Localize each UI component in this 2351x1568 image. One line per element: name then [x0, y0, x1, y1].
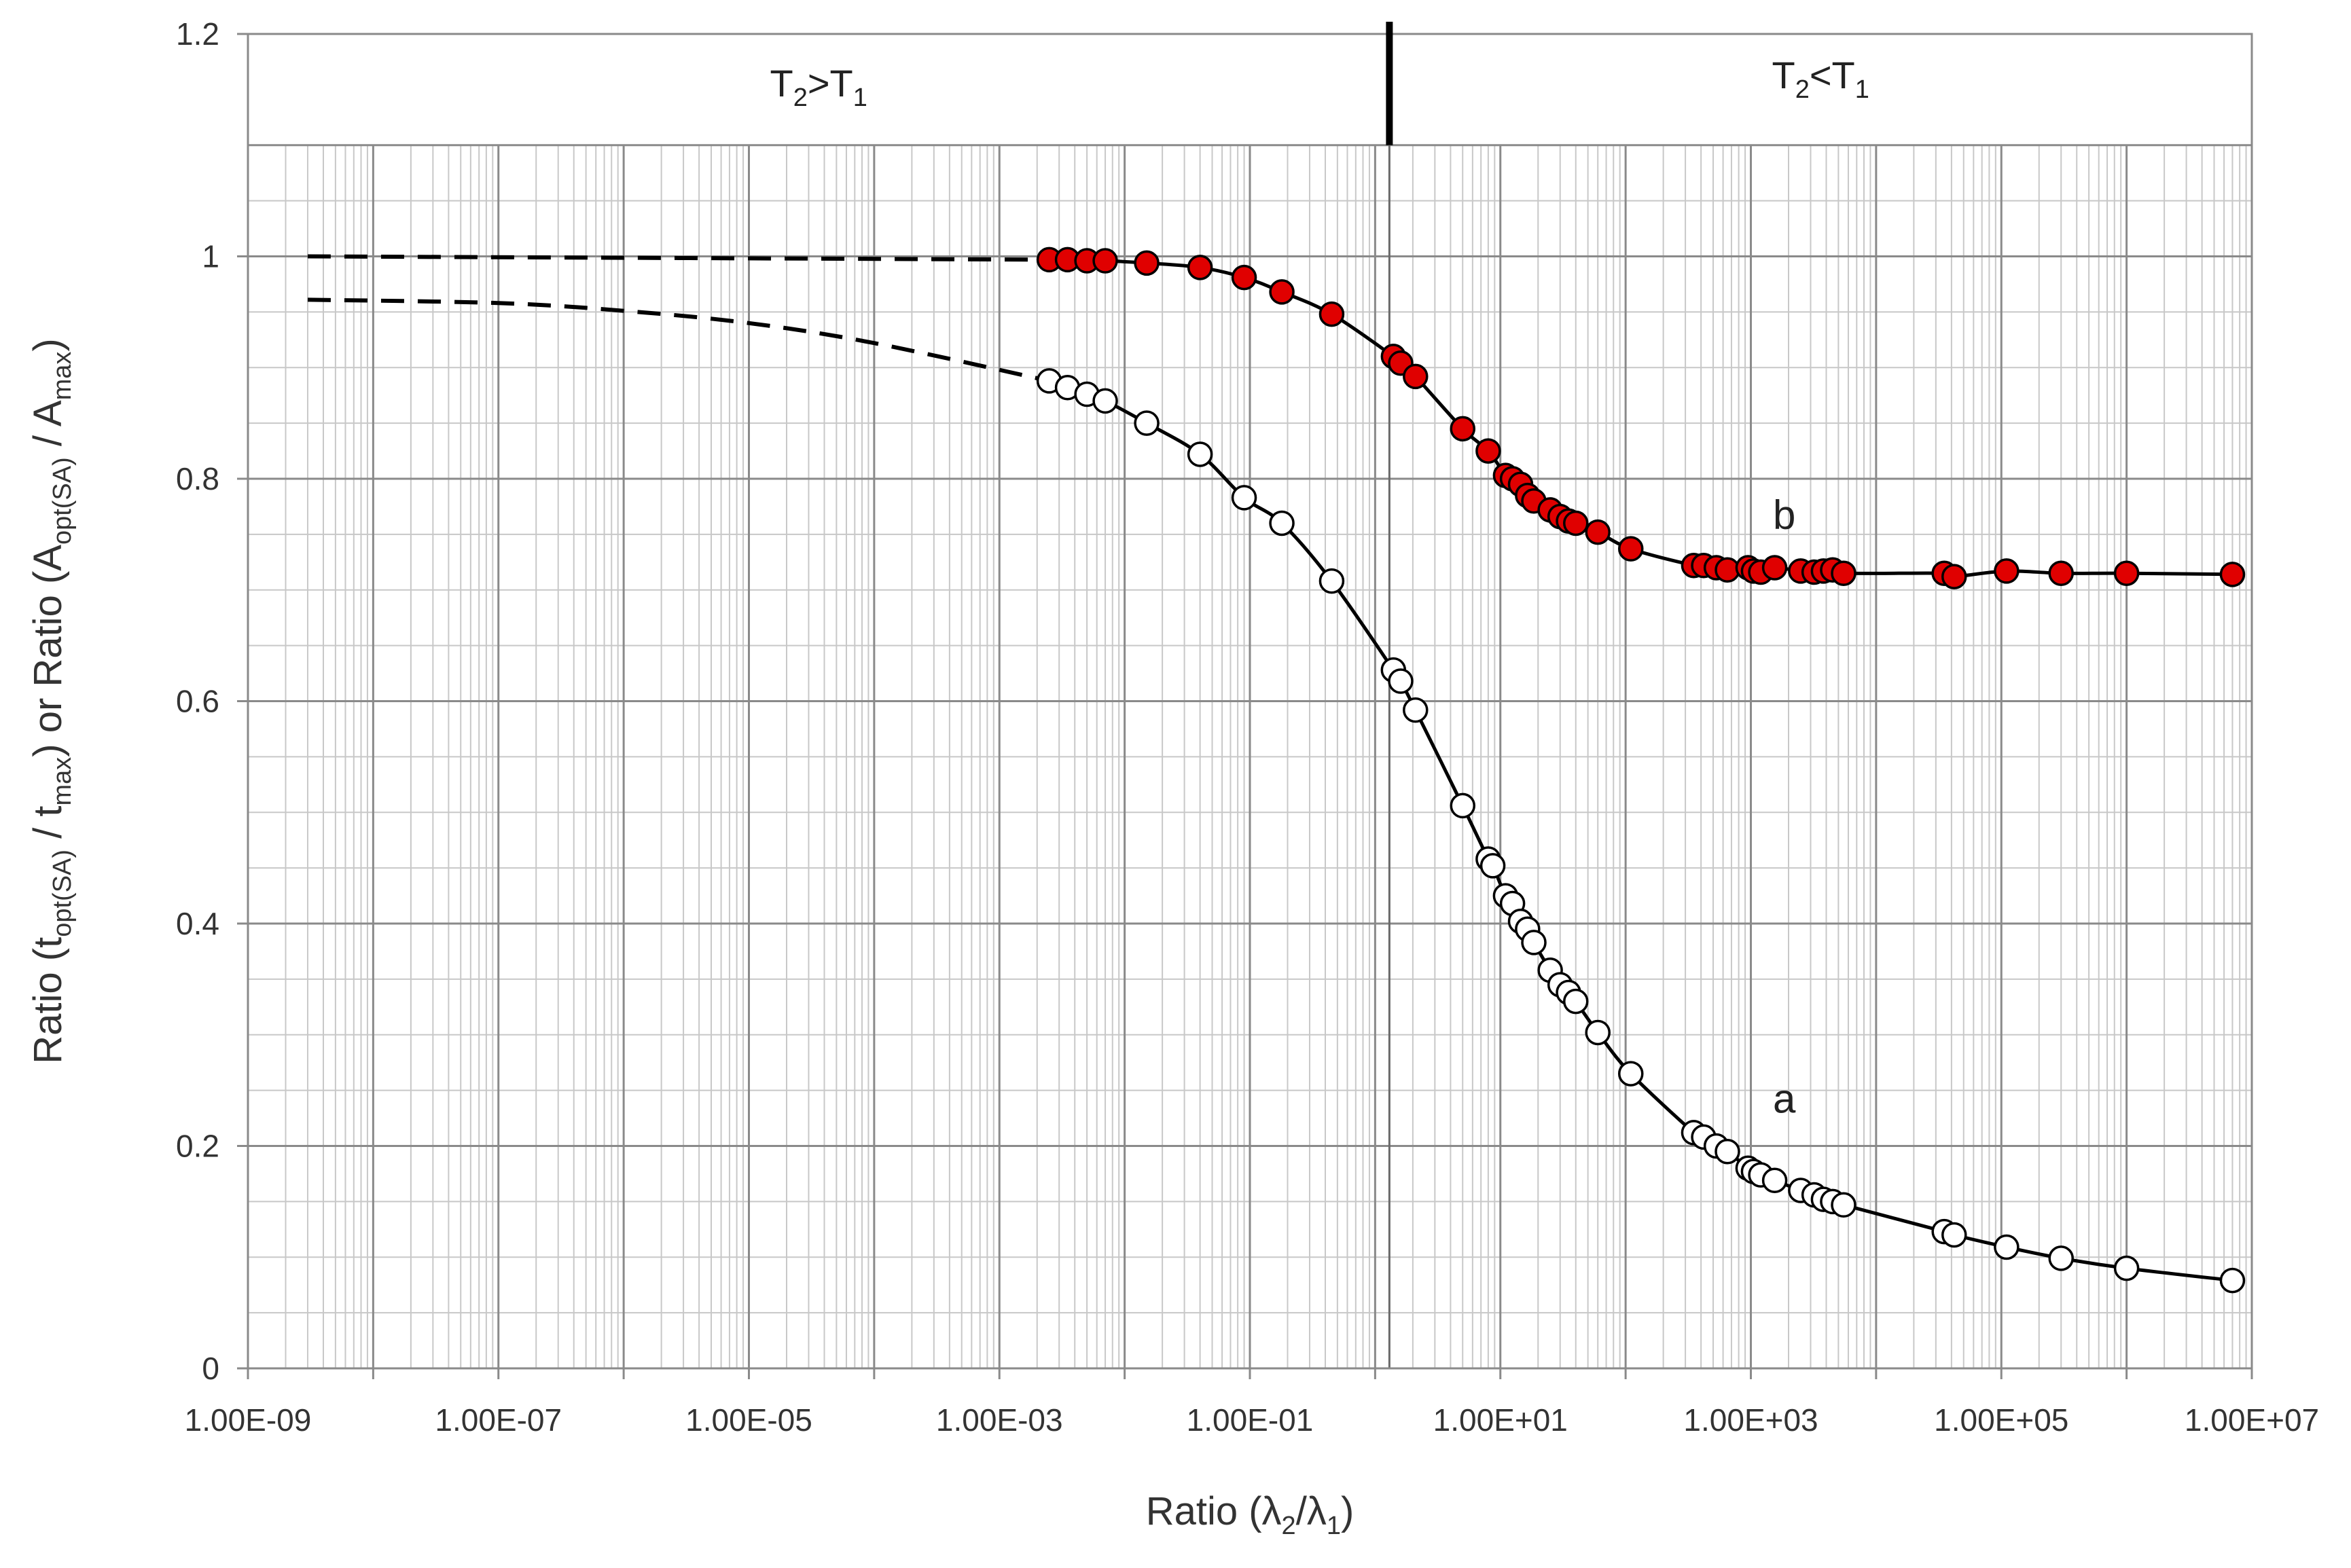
series-a-point — [1618, 1061, 1644, 1087]
series-a-point — [1269, 510, 1295, 536]
series-a-point — [1563, 988, 1589, 1015]
x-tick-label: 1.00E+01 — [1433, 1402, 1568, 1438]
series-b-extrapolation — [307, 254, 1049, 262]
series-a-point — [1585, 1019, 1611, 1046]
series-b-point — [1831, 560, 1856, 586]
x-tick-label: 1.00E-01 — [1187, 1402, 1314, 1438]
series-b-point — [1092, 248, 1118, 274]
series-a-point — [1994, 1234, 2020, 1260]
axes — [237, 33, 2253, 1379]
y-axis-label: Ratio (topt(SA) / tmax) or Ratio (Aopt(S… — [26, 338, 77, 1063]
series-a-point — [1941, 1222, 1967, 1248]
region-label-t2-less-t1: T2<T1 — [1772, 54, 1869, 104]
series-a-point — [1450, 792, 1475, 819]
series-b-point — [1585, 519, 1611, 545]
x-tick-label: 1.00E+03 — [1683, 1402, 1818, 1438]
series-a-point — [1831, 1192, 1856, 1218]
y-tick-label: 0.2 — [176, 1129, 219, 1164]
series-label-b: b — [1773, 492, 1795, 538]
x-tick-label: 1.00E-05 — [685, 1402, 812, 1438]
series-a-point — [2048, 1245, 2074, 1271]
series-b-point — [1318, 301, 1345, 327]
x-tick-label: 1.00E-09 — [185, 1402, 312, 1438]
y-tick-label: 0.8 — [176, 461, 219, 496]
series-b-point — [1403, 363, 1429, 390]
series-a-point — [1761, 1167, 1788, 1194]
y-tick-label: 1 — [202, 239, 219, 274]
series-a-point — [1318, 568, 1345, 594]
series-a-point — [1231, 485, 1257, 511]
series-a-point — [2113, 1255, 2140, 1281]
series-b-point — [2113, 560, 2140, 586]
y-tick-label: 0 — [202, 1351, 219, 1386]
series-b-point — [1269, 279, 1295, 305]
series-b-point — [2048, 560, 2074, 586]
series-b-point — [1231, 264, 1257, 291]
series-b-point — [1715, 557, 1740, 583]
x-tick-label: 1.00E-07 — [435, 1402, 562, 1438]
y-tick-label: 0.6 — [176, 684, 219, 719]
series-a — [307, 297, 2246, 1294]
series-b-point — [2219, 562, 2246, 587]
series-b-point — [1450, 416, 1475, 442]
x-tick-labels: 1.00E-09 1.00E-07 1.00E-05 1.00E-03 1.00E-01… — [185, 1402, 2319, 1438]
series-a-extrapolation — [307, 297, 1050, 383]
x-tick-label: 1.00E-03 — [936, 1402, 1063, 1438]
series-layer — [307, 247, 2246, 1294]
region-label-t2-greater-t1: T2>T1 — [770, 62, 867, 112]
series-label-a: a — [1773, 1076, 1796, 1121]
series-a-point — [2219, 1267, 2246, 1294]
series-a-point — [1479, 853, 1506, 879]
series-b-point — [1618, 536, 1644, 562]
series-a-point — [1715, 1138, 1740, 1165]
y-tick-label: 0.4 — [176, 906, 219, 941]
series-a-point — [1092, 388, 1118, 414]
series-a-point — [1388, 668, 1414, 694]
series-a-point — [1187, 441, 1213, 467]
series-b — [307, 247, 2246, 589]
series-a-point — [1134, 410, 1160, 436]
region-band-box — [247, 33, 2253, 147]
series-b-point — [1134, 250, 1160, 276]
series-b-point — [1563, 510, 1589, 536]
x-axis-label: Ratio (λ2/λ1) — [1146, 1489, 1354, 1540]
series-a-point — [1403, 697, 1429, 723]
series-b-point — [1761, 555, 1788, 581]
x-tick-label: 1.00E+07 — [2185, 1402, 2319, 1438]
series-b-point — [1187, 255, 1213, 280]
series-b-point — [1941, 564, 1967, 589]
x-tick-label: 1.00E+05 — [1934, 1402, 2068, 1438]
series-b-point — [1994, 558, 2020, 584]
series-a-point — [1521, 930, 1547, 955]
y-tick-labels: 0 0.2 0.4 0.6 0.8 1 1.2 — [176, 16, 219, 1386]
y-tick-label: 1.2 — [176, 16, 219, 52]
series-b-point — [1475, 438, 1501, 464]
